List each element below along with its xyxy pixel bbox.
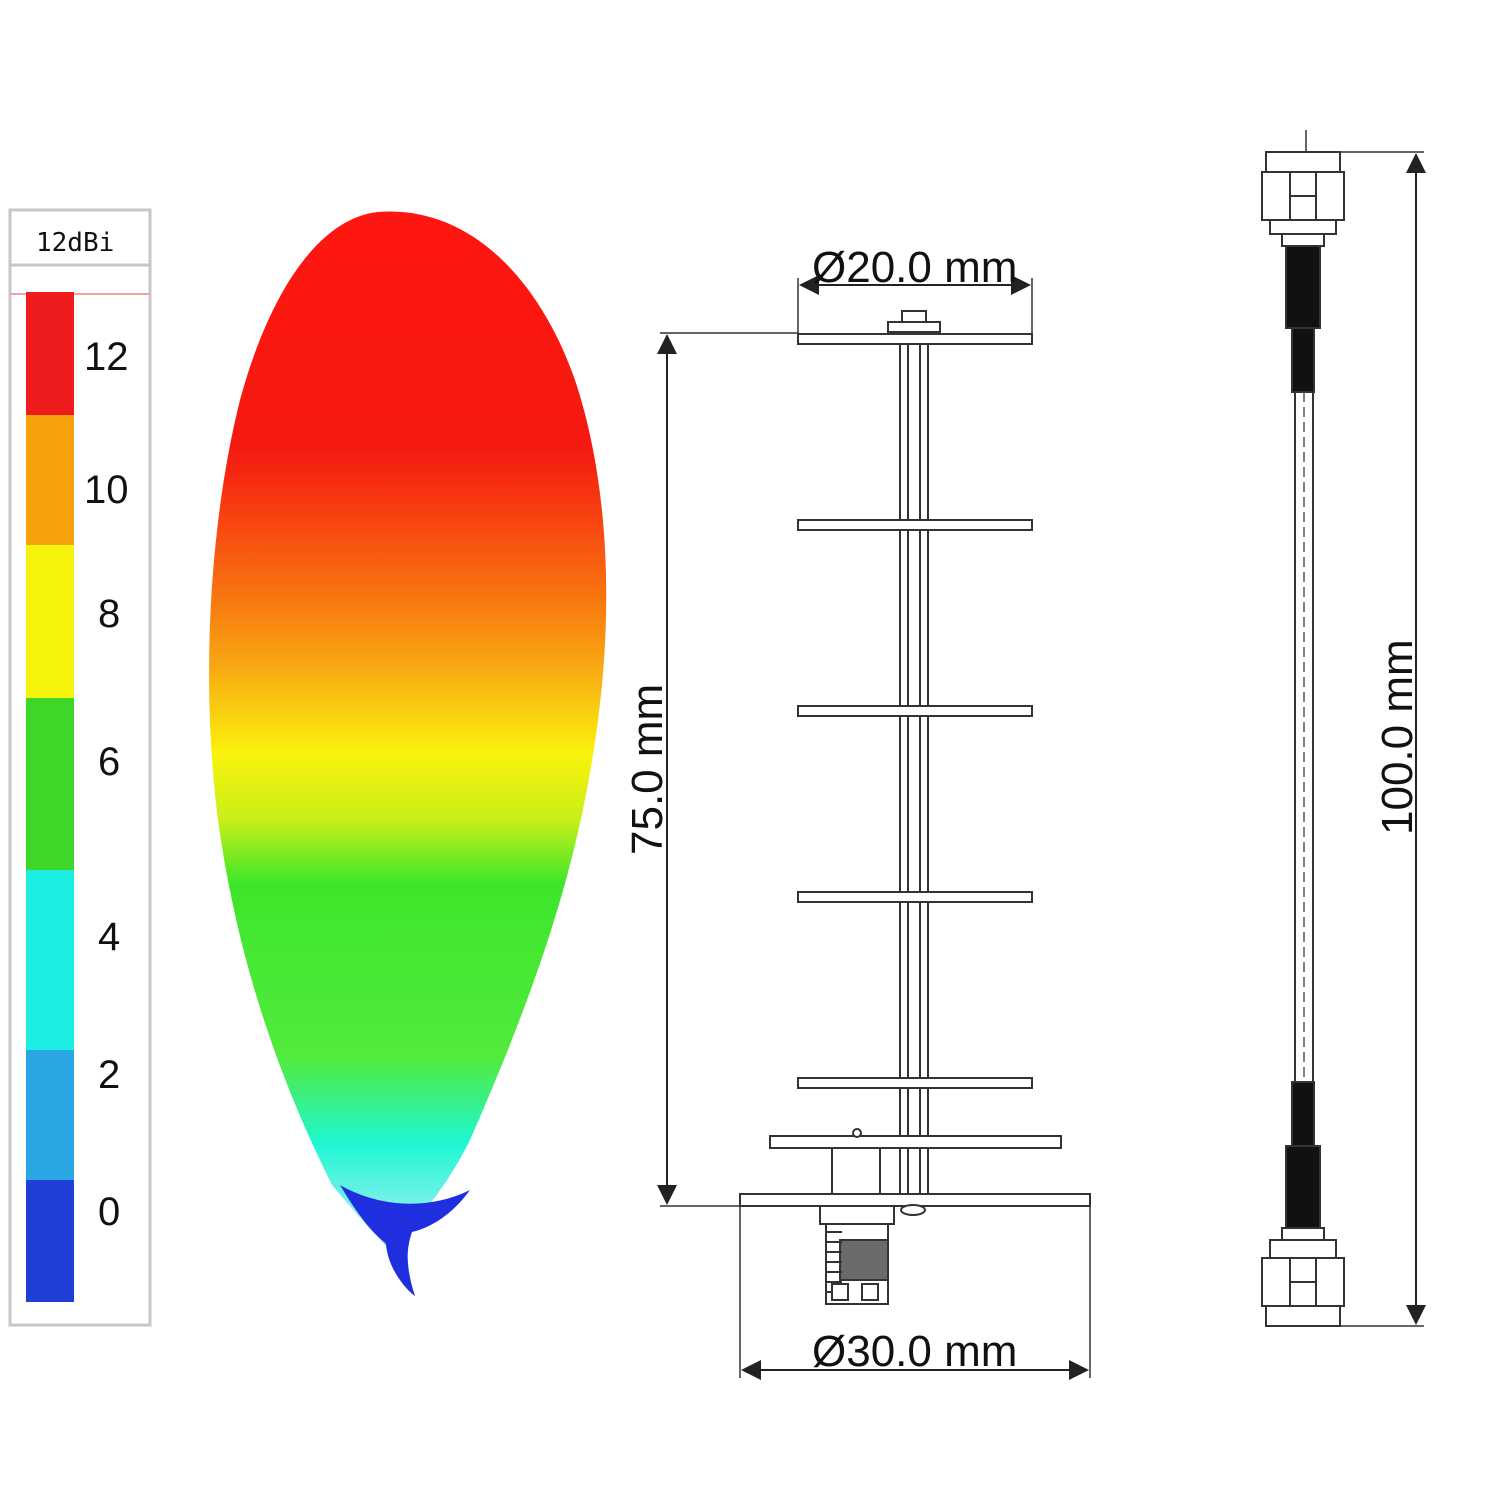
scale-label-4: 4	[98, 915, 120, 959]
scale-label-6: 6	[98, 740, 120, 784]
director-element-4	[797, 891, 1033, 903]
director-element-3	[797, 705, 1033, 717]
scale-label-12: 12	[84, 335, 129, 379]
radiation-pattern-lobe	[209, 211, 607, 1296]
driven-element-pin	[852, 1128, 862, 1138]
connector-neck	[819, 1205, 895, 1225]
scale-segment-2	[26, 1050, 74, 1180]
cable-assembly	[1261, 130, 1426, 1327]
scale-unit-label: 12dBi	[36, 228, 114, 258]
antenna-boom	[899, 334, 929, 1196]
boom-top-washer	[887, 321, 941, 333]
driven-element	[769, 1135, 1062, 1149]
scale-header-box	[8, 208, 152, 267]
color-scale-labels: 12 10 8 6 4 2 0	[84, 335, 129, 1234]
scale-segment-6	[26, 698, 74, 870]
bottom-cable-boot	[1291, 1081, 1315, 1147]
scale-segment-8	[26, 545, 74, 698]
color-scale-bar	[26, 292, 74, 1302]
scale-segment-10	[26, 415, 74, 545]
scale-label-8: 8	[98, 592, 120, 636]
sma-connector	[825, 1223, 889, 1305]
director-element-2	[797, 519, 1033, 531]
scale-segment-0	[26, 1180, 74, 1302]
top-cable-boot	[1291, 327, 1315, 393]
director-element-5	[797, 1077, 1033, 1089]
scale-segment-12	[26, 292, 74, 415]
scale-label-10: 10	[84, 468, 129, 512]
top-cable-sleeve	[1285, 245, 1321, 329]
top-sma-connector	[1261, 151, 1345, 247]
scale-segment-4	[26, 870, 74, 1050]
bottom-cable-sleeve	[1285, 1145, 1321, 1229]
scale-label-0: 0	[98, 1190, 120, 1234]
base-diameter-label: Ø30.0 mm	[812, 1327, 1017, 1376]
lobe-base-blue	[340, 1185, 470, 1296]
antenna-drawing	[657, 275, 1091, 1380]
element-diameter-label: Ø20.0 mm	[812, 243, 1017, 292]
lobe-body	[209, 211, 607, 1296]
color-scale-panel: 12dBi 12 10 8 6 4 2 0	[8, 208, 152, 1327]
reflector-screw	[900, 1204, 926, 1216]
scale-label-2: 2	[98, 1053, 120, 1097]
feed-post	[831, 1147, 881, 1195]
director-element-1	[797, 333, 1033, 345]
antenna-height-label: 75.0 mm	[623, 684, 672, 855]
bottom-sma-connector	[1261, 1227, 1345, 1327]
cable-length-label: 100.0 mm	[1373, 639, 1422, 835]
